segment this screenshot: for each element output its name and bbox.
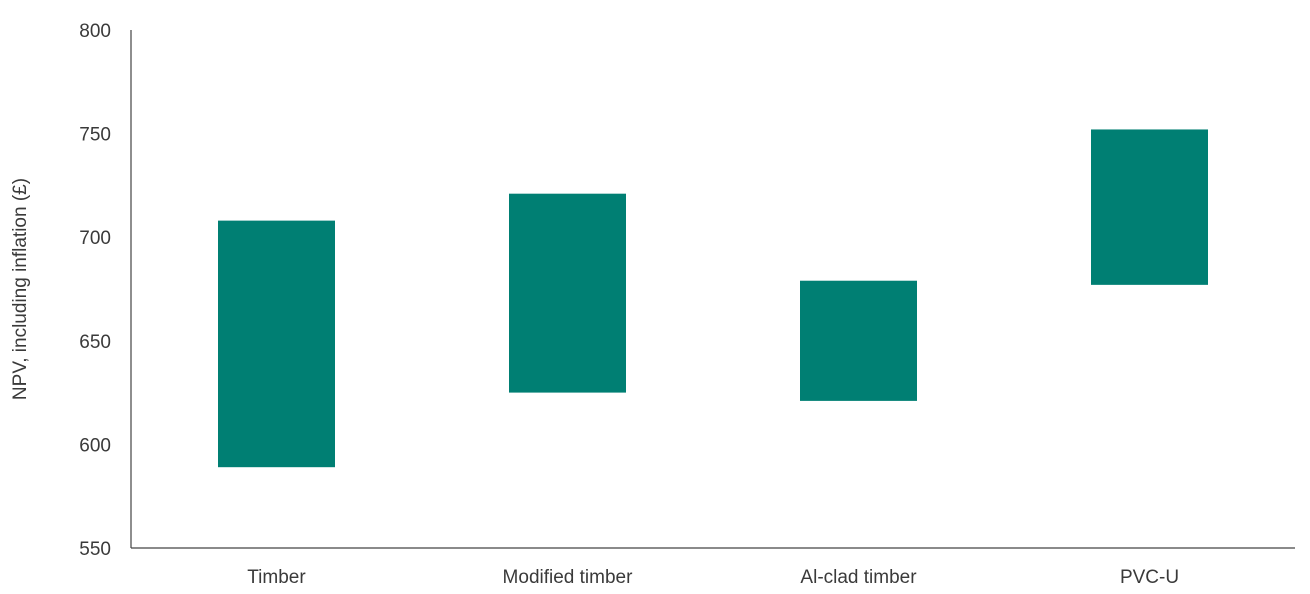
y-tick-label: 700 [79, 228, 111, 249]
range-bars [218, 129, 1208, 468]
y-tick-label: 550 [79, 539, 111, 560]
y-tick-label: 750 [79, 125, 111, 146]
x-category-label: PVC-U [1120, 567, 1179, 588]
x-category-label: Al-clad timber [800, 567, 917, 588]
y-axis-ticks: 550 600 650 700 750 800 [79, 21, 111, 560]
y-tick-label: 650 [79, 332, 111, 353]
x-category-label: Modified timber [503, 567, 634, 588]
range-bar-modified-timber [509, 193, 626, 393]
y-tick-label: 800 [79, 21, 111, 42]
range-bar-al-clad-timber [800, 280, 917, 401]
range-bar-timber [218, 220, 335, 468]
x-category-label: Timber [247, 567, 306, 588]
x-axis-category-labels: Timber Modified timber Al-clad timber PVC-U [247, 567, 1179, 588]
y-axis-title: NPV, including inflation (£) [10, 178, 31, 400]
range-bar-pvc-u [1091, 129, 1208, 285]
y-tick-label: 600 [79, 435, 111, 456]
